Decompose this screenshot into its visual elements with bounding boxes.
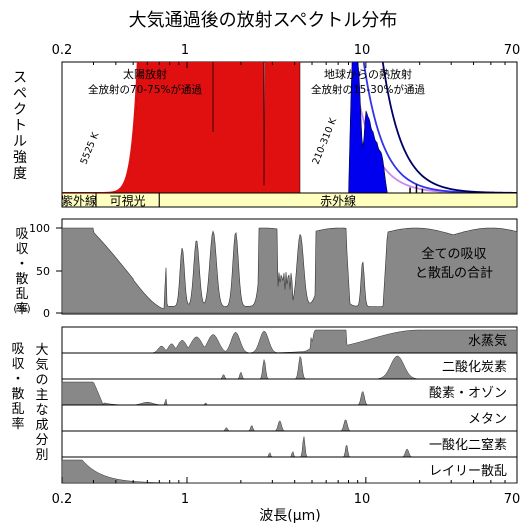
x-axis-label: 波長(μm) <box>259 508 320 524</box>
band-label-1: 可視光 <box>110 193 146 208</box>
components-ylabel-inner-char: 主 <box>35 388 48 403</box>
band-label-0: 紫外線 <box>61 193 97 208</box>
component-label-1: 二酸化炭素 <box>442 360 507 375</box>
component-row-2: 酸素・オゾン <box>61 378 518 406</box>
total-label-box <box>400 240 508 286</box>
component-label-4: 一酸化二窒素 <box>429 437 507 453</box>
components-ylabel-inner-char: の <box>35 373 48 388</box>
components-ylabel-inner-char: 気 <box>35 357 48 373</box>
components-ylabel-outer-char: 収 <box>11 357 24 372</box>
component-row-0: 水蒸気 <box>61 326 518 354</box>
x-tick-top-2: 10 <box>354 43 371 58</box>
components-ylabel-inner-char: な <box>35 403 48 418</box>
components-ylabel-outer-char: 吸 <box>11 342 24 357</box>
total-ylabel-char: ・ <box>15 257 28 272</box>
y-tick-0: 0 <box>43 307 50 320</box>
component-row-5: レイリー散乱 <box>61 456 518 484</box>
component-row-1: 二酸化炭素 <box>61 352 518 380</box>
component-label-5: レイリー散乱 <box>429 464 507 479</box>
components-ylabel-inner-char: 大 <box>35 343 48 358</box>
band-2 <box>158 192 518 208</box>
components-ylabel-outer-char: 率 <box>11 416 24 432</box>
solar-title: 太陽放射 <box>123 67 167 81</box>
y-tick-100: 100 <box>29 222 50 235</box>
component-label-2: 酸素・オゾン <box>429 386 507 401</box>
total-y-axis: 100 50 0 <box>29 222 62 320</box>
total-ylabel-char: 散 <box>15 272 28 287</box>
wavelength-band-bar: 紫外線 可視光 赤外線 <box>61 192 518 208</box>
total-ylabel-char: 率 <box>15 301 28 317</box>
earth-transmitted-area <box>348 62 388 193</box>
components-ylabel-outer: 吸収・散乱率 <box>11 342 24 432</box>
spectrum-ylabel-char: 強 <box>13 150 27 166</box>
components-ylabel-outer-char: 乱 <box>11 402 24 417</box>
earth-note: 全放射の15-30%が通過 <box>311 83 425 96</box>
earth-spike-2 <box>421 188 424 193</box>
component-panel-5 <box>61 456 518 484</box>
earth-title: 地球からの熱放射 <box>324 67 412 81</box>
total-ylabel-char: 乱 <box>15 287 28 302</box>
x-tick-bottom-2: 10 <box>354 492 371 507</box>
spectrum-ylabel-char: ス <box>13 70 27 86</box>
spectrum-ylabel-char: ペ <box>13 86 27 102</box>
components-ylabel-outer-char: ・ <box>11 372 24 387</box>
components-ylabel-inner-char: 分 <box>35 433 48 448</box>
component-area-5 <box>61 459 517 484</box>
earth-spike-1 <box>415 184 418 193</box>
spectrum-ylabel-char: ク <box>13 102 27 118</box>
x-tick-bottom-1: 1 <box>181 492 189 507</box>
earth-spike-0 <box>409 187 411 193</box>
component-label-0: 水蒸気 <box>468 333 507 349</box>
x-tick-top-3: 70 <box>504 43 521 58</box>
components-ylabel-inner-char: 別 <box>35 448 48 463</box>
total-ylabel-char: 吸 <box>15 227 28 242</box>
total-ylabel-char: 収 <box>15 242 28 257</box>
y-tick-50: 50 <box>36 265 50 278</box>
total-ylabel: 吸収・散乱率(%) <box>13 227 30 317</box>
components-ylabel-outer-char: 散 <box>11 387 24 402</box>
x-tick-bottom-0: 0.2 <box>52 492 73 507</box>
solar-note: 全放射の70-75%が通過 <box>88 83 202 96</box>
components-ylabel-inner-char: 成 <box>35 418 48 433</box>
components-ylabel-outer: 吸収・散乱率 <box>11 342 24 432</box>
component-row-4: 一酸化二窒素 <box>61 430 518 458</box>
spectrum-ylabel-char: ル <box>13 134 27 150</box>
component-row-3: メタン <box>61 404 518 432</box>
x-tick-bottom-3: 70 <box>504 492 521 507</box>
band-label-2: 赤外線 <box>320 193 356 208</box>
total-absorption-label: 全ての吸収と散乱の合計 <box>415 246 493 281</box>
component-panel-3 <box>61 404 518 432</box>
spectrum-ylabel-char: 度 <box>13 166 27 182</box>
spectrum-ylabel-char: ト <box>13 118 27 134</box>
component-label-3: メタン <box>468 412 507 427</box>
earth-blackbody-curve-2 <box>381 62 517 193</box>
total-ylabel-unit: (%) <box>13 304 30 315</box>
x-tick-top-0: 0.2 <box>52 43 73 58</box>
component-panel-2 <box>61 378 518 406</box>
x-tick-top-1: 1 <box>181 43 189 58</box>
chart-title: 大気通過後の放射スペクトル分布 <box>129 10 398 31</box>
